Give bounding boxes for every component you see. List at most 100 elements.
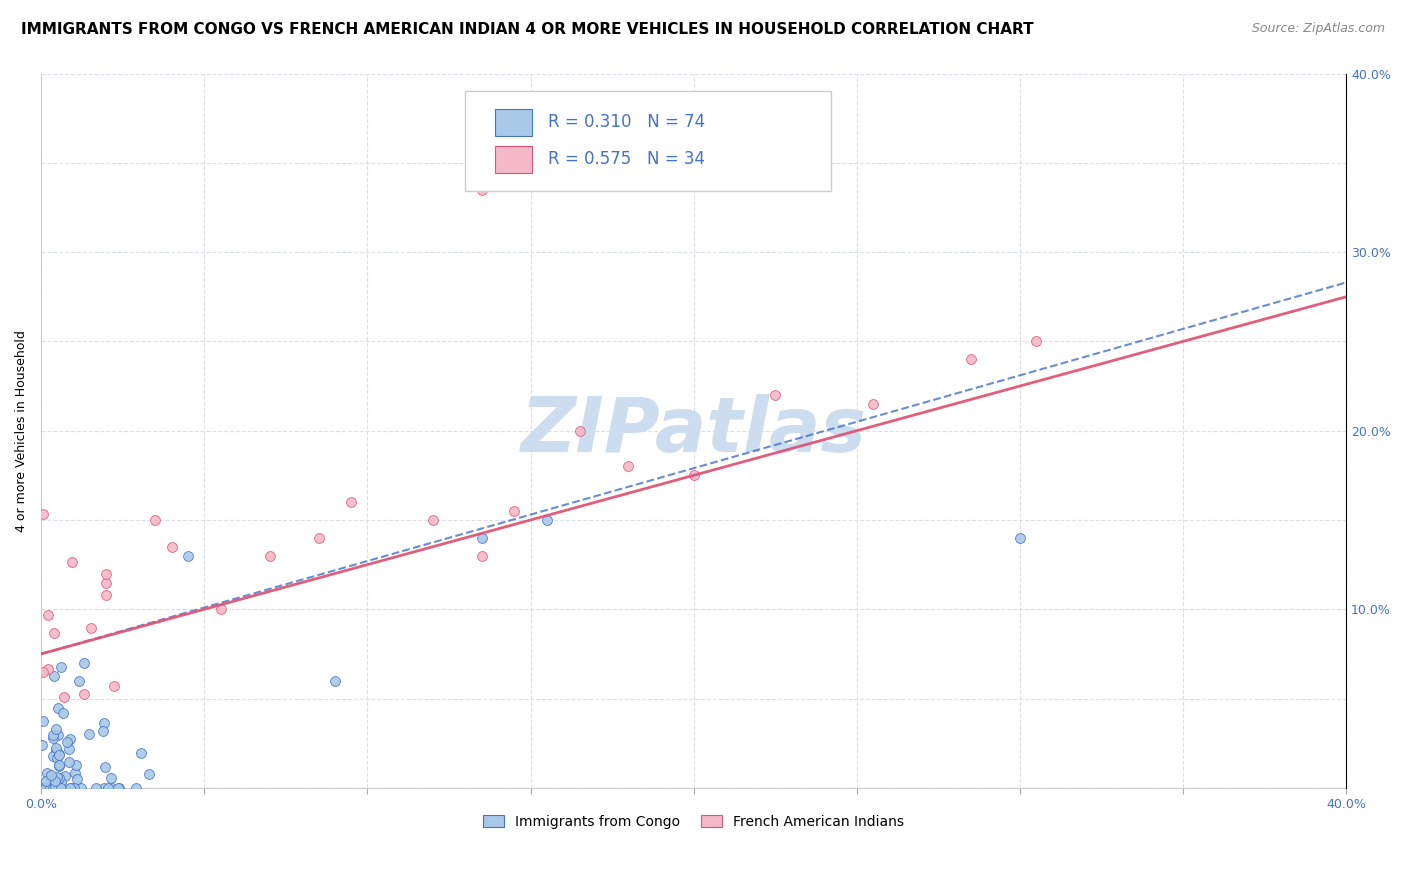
Point [53,769,76,783]
Point [42,669,65,683]
Point [32,507,55,521]
Legend: Immigrants from Congo, French American Indians: Immigrants from Congo, French American I… [478,809,910,834]
Point [41,727,63,741]
Point [69,780,91,795]
Point [45,743,67,757]
Point [568,424,591,438]
Point [93,716,115,731]
Point [94,575,117,590]
Point [62,555,84,569]
Point [44,740,66,755]
FancyBboxPatch shape [495,109,531,136]
Point [31,665,53,679]
Point [42,748,65,763]
Point [42,731,65,746]
Point [177,549,200,563]
Point [80,620,103,634]
Point [101,780,124,795]
Point [960,352,983,367]
Text: IMMIGRANTS FROM CONGO VS FRENCH AMERICAN INDIAN 4 OR MORE VEHICLES IN HOUSEHOLD : IMMIGRANTS FROM CONGO VS FRENCH AMERICAN… [21,22,1033,37]
Point [97,780,120,795]
Point [1008,531,1031,545]
Point [46,750,69,764]
Point [59,780,82,795]
Point [84,780,107,795]
Point [44,626,66,640]
Point [39,780,62,795]
Y-axis label: 4 or more Vehicles in Household: 4 or more Vehicles in Household [15,330,28,532]
Point [67,673,90,688]
Point [209,602,232,616]
Point [422,513,444,527]
Point [46,728,69,742]
Point [471,531,494,545]
Point [63,765,86,780]
FancyBboxPatch shape [465,91,831,192]
Point [63,780,86,795]
Point [42,780,65,795]
Point [44,779,66,793]
Point [103,679,125,693]
Point [471,549,494,563]
Point [32,780,55,795]
Point [100,771,122,785]
Point [94,589,117,603]
Point [51,660,73,674]
Point [37,780,59,795]
Point [617,459,640,474]
Point [129,746,152,760]
Point [34,780,56,795]
Point [58,755,80,769]
Text: Source: ZipAtlas.com: Source: ZipAtlas.com [1251,22,1385,36]
Point [503,504,526,518]
Point [51,780,73,795]
Point [37,780,59,794]
Point [32,780,55,795]
Point [763,388,786,402]
Point [66,772,89,786]
Point [107,780,129,795]
Point [77,727,100,741]
Point [38,780,60,795]
Point [32,714,55,729]
Point [536,513,558,527]
Point [48,758,70,772]
Point [862,397,884,411]
Point [125,780,148,795]
Point [48,771,70,785]
Point [35,773,58,788]
Point [108,780,131,795]
Point [93,780,115,795]
Point [49,780,72,795]
Point [73,656,96,670]
Text: R = 0.310   N = 74: R = 0.310 N = 74 [547,113,704,131]
Point [37,607,59,622]
Point [45,780,67,795]
Point [48,747,70,762]
Point [46,701,69,715]
Point [145,513,167,527]
Point [59,732,82,747]
Point [73,687,96,701]
Point [31,738,53,752]
Point [44,774,66,789]
Point [308,531,330,545]
Point [58,742,80,756]
Point [37,662,59,676]
Text: R = 0.575   N = 34: R = 0.575 N = 34 [547,150,704,169]
Point [48,747,70,762]
Point [1025,334,1047,349]
FancyBboxPatch shape [495,145,531,173]
Point [471,183,494,197]
Point [37,765,59,780]
Point [91,723,114,738]
Point [138,767,160,781]
Point [39,768,62,782]
Point [160,540,183,554]
Point [56,735,79,749]
Point [259,549,281,563]
Point [340,495,363,509]
Point [96,566,118,581]
Point [38,780,60,795]
Point [45,770,67,784]
